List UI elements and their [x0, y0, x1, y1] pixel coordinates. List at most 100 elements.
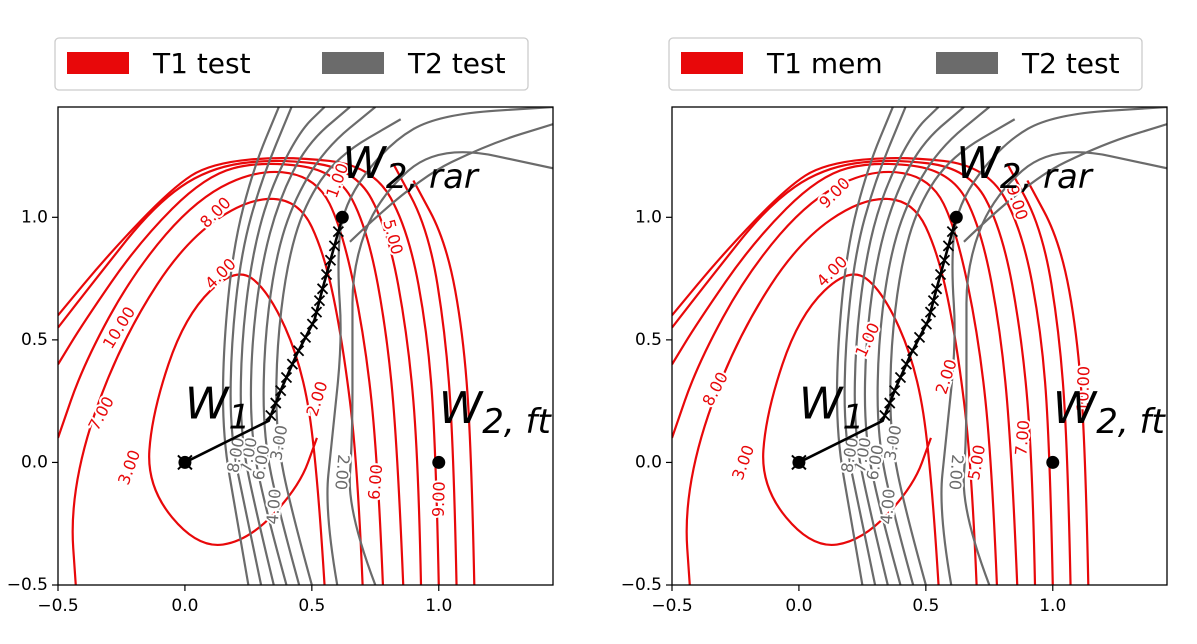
panel-2: 9.004.001.008.003.002.005.007.0010.009.0…	[621, 37, 1168, 616]
trajectory-marker	[324, 254, 337, 266]
w2-rar-label-subscript: 2, rar	[386, 157, 480, 197]
legend-swatch	[681, 52, 743, 74]
trajectory-marker	[920, 318, 933, 330]
start-marker	[791, 454, 807, 471]
red-contour-line	[58, 162, 405, 585]
x-tick-label: 1.0	[1039, 596, 1066, 616]
axes-frame	[57, 106, 554, 586]
red-contour-line	[672, 159, 1037, 585]
trajectory-marker	[942, 240, 955, 252]
gray-contour-line	[229, 107, 293, 585]
gray-contour-line	[835, 107, 894, 585]
x-tick-label: 0.0	[171, 596, 198, 616]
legend-label: T1 mem	[766, 47, 883, 80]
legend-label: T2 test	[407, 47, 506, 80]
w2-ft-label: W2, ft	[439, 383, 553, 442]
start-marker	[177, 454, 193, 471]
gray-contour-line	[940, 107, 1167, 585]
trajectory-marker	[270, 397, 282, 409]
red-contour-line	[1026, 180, 1090, 585]
w1-label-base: W	[185, 378, 230, 429]
y-tick-label: 0.5	[21, 330, 48, 350]
gray-contour-label: 4.00	[877, 488, 899, 525]
gray-contour-label: 2.00	[331, 454, 353, 491]
trajectory-marker	[316, 283, 329, 295]
red-contour-line	[58, 157, 440, 585]
gray-contour-label: 4.00	[263, 488, 285, 525]
red-contour-line	[762, 273, 940, 585]
trajectory-marker	[927, 295, 940, 307]
w2-rar-label-subscript: 2, rar	[1000, 157, 1094, 197]
trajectory-marker	[930, 283, 943, 295]
gray-contour-line	[326, 107, 553, 585]
gray-contour-line	[249, 107, 351, 585]
w2-ft-label-base: W	[439, 383, 484, 434]
trajectory-marker	[275, 385, 287, 397]
red-contour-line	[685, 197, 978, 585]
trajectory-marker	[934, 268, 947, 281]
trajectory-marker	[306, 318, 319, 330]
gray-contour-line	[876, 107, 991, 585]
w2-rar-label-base: W	[342, 138, 387, 189]
point-marker	[949, 210, 963, 224]
x-tick-label: 0.5	[298, 596, 325, 616]
red-contour-label: 10.00	[1073, 366, 1094, 412]
red-contour-label: 7.00	[1011, 419, 1033, 456]
trajectory-marker	[913, 331, 926, 344]
red-contour-label: 6.00	[364, 463, 386, 500]
red-contour-label: 8.00	[698, 369, 732, 409]
y-tick-label: −0.5	[7, 575, 48, 595]
trajectory-marker	[889, 385, 901, 397]
w2-ft-label-base: W	[1053, 383, 1098, 434]
red-contour-line	[672, 162, 1019, 585]
red-contour-label: 2.00	[932, 357, 961, 397]
gray-contour-line	[348, 151, 553, 585]
trajectory-marker	[906, 345, 919, 357]
legend-swatch	[936, 52, 998, 74]
w1-label: W1	[799, 378, 864, 437]
gray-contour-line	[221, 107, 280, 585]
y-tick-label: 0.0	[21, 452, 48, 472]
gray-contour-line	[262, 107, 377, 585]
x-tick-label: 0.5	[912, 596, 939, 616]
trajectory-marker	[313, 295, 326, 307]
w1-label-subscript: 1	[228, 397, 250, 437]
trajectory-marker	[280, 371, 293, 384]
red-contour-label: 3.00	[114, 447, 144, 487]
trajectory-marker	[884, 397, 896, 409]
legend-swatch	[67, 52, 129, 74]
w2-rar-label: W2, rar	[342, 138, 480, 197]
trajectory-marker	[328, 240, 341, 252]
point-marker	[1046, 455, 1060, 469]
red-contour-line	[71, 197, 364, 585]
red-contour-label: 9.00	[429, 481, 449, 517]
trajectory-marker	[332, 225, 344, 238]
trajectory-marker	[310, 306, 323, 318]
gray-contour-line	[963, 123, 1167, 243]
trajectory-marker	[299, 331, 312, 344]
trajectory-marker	[946, 225, 958, 238]
legend-swatch	[322, 52, 384, 74]
gray-contour-line	[275, 118, 402, 585]
y-tick-label: 1.0	[635, 207, 662, 227]
w2-ft-label: W2, ft	[1053, 383, 1167, 442]
red-contour-line	[412, 180, 476, 585]
red-contour-label: 10.00	[99, 303, 139, 352]
gray-contour-label: 2.00	[945, 454, 967, 491]
trajectory-marker	[900, 358, 913, 370]
y-tick-label: 0.0	[635, 452, 662, 472]
plot-area: 9.004.001.008.003.002.005.007.0010.009.0…	[672, 107, 1167, 585]
w1-label: W1	[185, 378, 250, 437]
trajectory-marker	[938, 254, 951, 266]
axes-frame	[671, 106, 1168, 586]
red-contour-label: 3.00	[728, 442, 758, 482]
trajectory-marker	[286, 358, 299, 370]
point-marker	[432, 455, 446, 469]
gray-contour-line	[863, 107, 965, 585]
gray-contour-label: 7.00	[236, 436, 261, 474]
red-contour-label: 4.00	[201, 254, 240, 293]
legend-label: T2 test	[1021, 47, 1120, 80]
red-contour-label: 7.00	[84, 393, 118, 433]
